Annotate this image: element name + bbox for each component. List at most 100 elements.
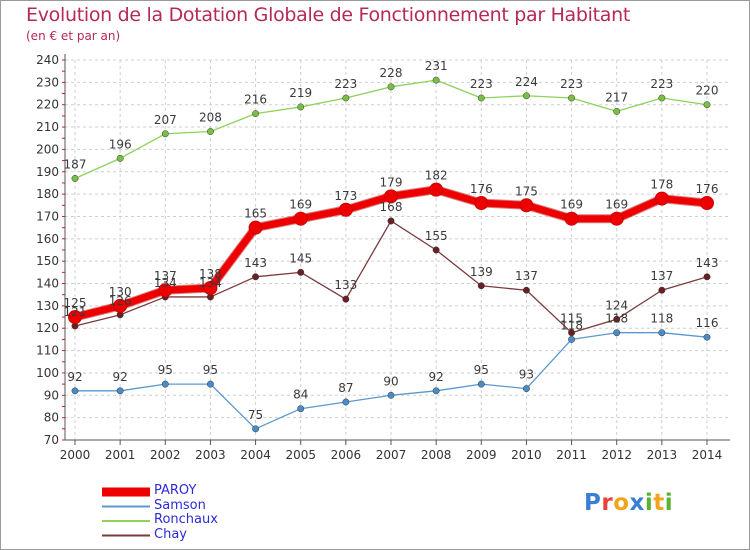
- legend-label-paroy: PAROY: [154, 483, 197, 498]
- data-label-chay: 126: [109, 294, 132, 308]
- chart-title: Evolution de la Dotation Globale de Fonc…: [26, 4, 631, 26]
- data-point-paroy: [203, 281, 218, 295]
- data-label-samson: 95: [474, 363, 489, 377]
- data-label-chay: 145: [289, 251, 312, 265]
- data-point-ronchaux: [252, 110, 260, 118]
- proxiti-logo: Proxiti: [584, 490, 673, 516]
- data-point-ronchaux: [297, 103, 305, 111]
- legend-label-ronchaux: Ronchaux: [154, 512, 218, 527]
- chart-subtitle: (en € et par an): [26, 29, 121, 43]
- data-label-paroy: 178: [650, 178, 673, 192]
- data-point-chay: [297, 268, 305, 276]
- data-label-samson: 118: [560, 318, 583, 332]
- data-label-paroy: 169: [605, 198, 628, 212]
- x-tick-label: 2006: [331, 448, 362, 462]
- data-point-ronchaux: [522, 92, 530, 100]
- data-point-paroy: [519, 198, 534, 213]
- logo-letter: r: [601, 490, 614, 516]
- legend-label-chay: Chay: [154, 526, 187, 542]
- x-tick-label: 2007: [376, 448, 407, 462]
- data-point-ronchaux: [658, 94, 666, 102]
- data-label-chay: 134: [199, 276, 222, 290]
- data-label-paroy: 137: [154, 269, 177, 283]
- x-tick-label: 2012: [601, 448, 632, 462]
- logo-letter: t: [653, 490, 665, 516]
- y-tick-label: 200: [36, 142, 59, 156]
- axis-layer: 7080901001101201301401501601701801902002…: [36, 53, 730, 462]
- data-point-chay: [568, 329, 576, 337]
- data-point-paroy: [564, 211, 579, 226]
- data-point-ronchaux: [613, 107, 621, 115]
- x-tick-label: 2009: [466, 448, 497, 462]
- data-point-paroy: [700, 196, 714, 211]
- y-tick-label: 150: [36, 254, 59, 268]
- data-label-samson: 87: [338, 381, 353, 395]
- data-point-chay: [387, 217, 395, 225]
- data-label-paroy: 179: [380, 175, 403, 189]
- x-tick-label: 2001: [105, 448, 136, 462]
- data-point-paroy: [68, 310, 82, 325]
- data-point-samson: [71, 387, 79, 395]
- data-label-chay: 155: [425, 229, 448, 243]
- data-point-ronchaux: [71, 175, 79, 182]
- y-tick-label: 170: [36, 209, 59, 223]
- logo-letter: P: [584, 490, 602, 516]
- data-point-ronchaux: [703, 101, 711, 109]
- data-label-paroy: 176: [696, 182, 719, 196]
- data-point-samson: [522, 385, 530, 393]
- data-label-chay: 137: [650, 269, 673, 283]
- data-label-ronchaux: 207: [154, 113, 177, 127]
- data-label-chay: 168: [380, 200, 403, 214]
- data-point-chay: [342, 295, 350, 303]
- data-point-chay: [703, 273, 711, 281]
- data-point-paroy: [609, 211, 624, 226]
- y-tick-label: 110: [36, 344, 59, 358]
- y-tick-label: 220: [36, 98, 59, 112]
- data-point-samson: [703, 333, 711, 341]
- y-tick-label: 90: [44, 388, 59, 402]
- data-point-samson: [252, 425, 260, 433]
- data-label-samson: 92: [429, 370, 444, 384]
- data-label-chay: 139: [470, 265, 493, 279]
- logo-letter: i: [644, 490, 654, 516]
- data-point-ronchaux: [161, 130, 169, 138]
- y-tick-label: 130: [36, 299, 59, 313]
- data-point-chay: [613, 315, 621, 323]
- data-label-paroy: 176: [470, 182, 493, 196]
- data-point-samson: [387, 391, 395, 399]
- series-layer: [68, 76, 714, 433]
- data-point-samson: [568, 335, 576, 343]
- data-label-samson: 84: [293, 388, 308, 402]
- data-point-samson: [161, 380, 169, 388]
- y-tick-label: 210: [36, 120, 59, 134]
- data-label-paroy: 165: [244, 207, 267, 221]
- data-label-samson: 75: [248, 408, 263, 422]
- data-label-ronchaux: 208: [199, 111, 222, 125]
- data-point-paroy: [429, 182, 444, 197]
- data-label-paroy: 130: [109, 285, 132, 299]
- data-label-ronchaux: 228: [380, 66, 403, 80]
- data-point-samson: [206, 380, 214, 388]
- x-tick-label: 2004: [240, 448, 271, 462]
- data-label-samson: 93: [519, 368, 534, 382]
- y-tick-label: 140: [36, 277, 59, 291]
- legend-label-samson: Samson: [154, 497, 206, 513]
- data-label-paroy: 169: [289, 198, 312, 212]
- data-label-chay: 143: [244, 256, 267, 270]
- x-tick-label: 2014: [692, 448, 723, 462]
- data-label-samson: 118: [605, 312, 628, 326]
- data-point-ronchaux: [432, 76, 440, 84]
- data-label-chay: 124: [605, 298, 628, 312]
- data-point-chay: [477, 282, 485, 290]
- data-point-samson: [297, 405, 305, 413]
- x-tick-label: 2005: [285, 448, 316, 462]
- data-point-samson: [613, 329, 621, 337]
- data-point-chay: [658, 286, 666, 294]
- data-point-chay: [522, 286, 530, 294]
- data-point-samson: [477, 380, 485, 388]
- data-label-paroy: 175: [515, 184, 538, 198]
- data-label-paroy: 169: [560, 198, 583, 212]
- data-label-layer: 187 196 207 208 216 219 223 228 231 223 224 223 217 2…: [64, 59, 719, 422]
